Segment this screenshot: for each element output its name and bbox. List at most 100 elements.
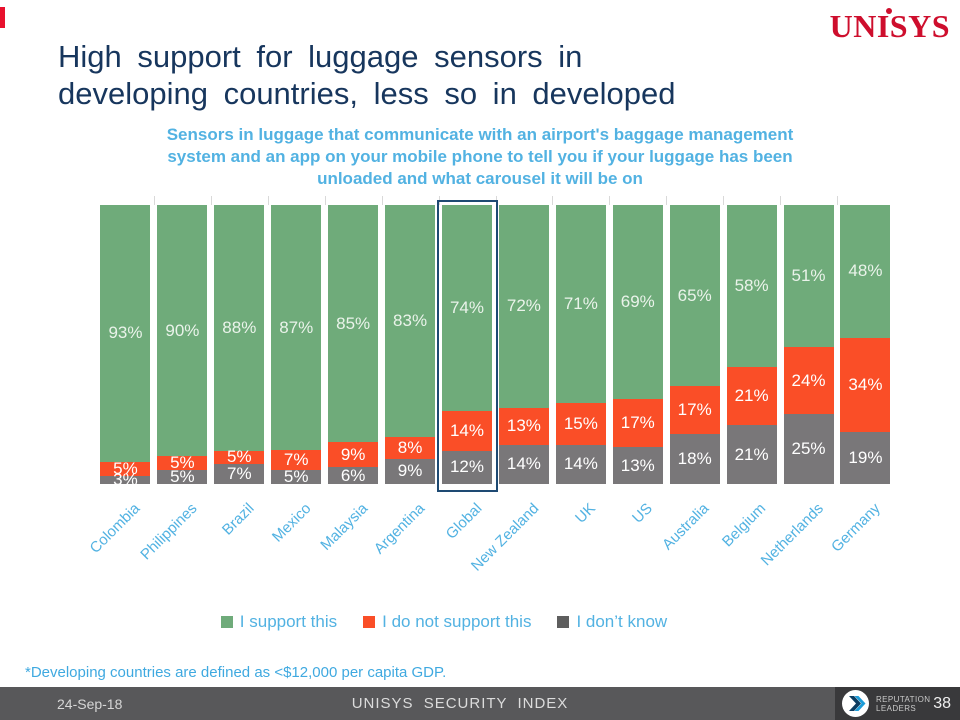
- bar-segment: 5%: [271, 466, 322, 486]
- stacked-bar-Argentina: 83% 8% 9%: [385, 205, 436, 484]
- legend-item-dont-know: I don’t know: [557, 612, 667, 632]
- bar-column: 69% 17% 13%: [609, 205, 666, 484]
- gridline-tick: [324, 196, 326, 205]
- value-label: 17%: [677, 400, 712, 420]
- gridline-tick: [609, 196, 611, 205]
- stacked-bar-US: 69% 17% 13%: [612, 205, 663, 484]
- bar-segment: 3%: [100, 470, 151, 489]
- chart-subtitle-line3: unloaded and what carousel it will be on: [317, 169, 643, 188]
- value-label: 5%: [113, 458, 138, 478]
- chart-legend: I support this I do not support this I d…: [0, 612, 888, 632]
- legend-swatch-gray: [557, 616, 570, 628]
- value-label: 51%: [791, 266, 826, 286]
- category-label-germany: Germany: [827, 500, 884, 556]
- page-title-line2: developing countries, less so in develop…: [58, 76, 676, 111]
- bar-segment: 7%: [214, 464, 265, 484]
- footer-date: 24-Sep-18: [57, 696, 123, 712]
- chart-area: 93% 5% 3% 90% 5% 5% 88% 5% 7% 87% 7% 5% 85% 9% 6% 83% 8%…: [87, 196, 894, 575]
- chart-subtitle: Sensors in luggage that communicate with…: [0, 124, 960, 190]
- bar-segment: 13%: [498, 407, 549, 445]
- value-label: 14%: [449, 420, 484, 440]
- stacked-bar-Malaysia: 85% 9% 6%: [328, 205, 379, 485]
- legend-label-support: I support this: [239, 612, 338, 631]
- value-label: 5%: [170, 453, 195, 473]
- bar-segment: 12%: [441, 450, 492, 484]
- bar-column: 71% 15% 14%: [552, 205, 609, 484]
- bar-column: 87% 7% 5%: [268, 205, 325, 486]
- bar-column: 93% 5% 3%: [97, 205, 154, 489]
- bar-segment: 5%: [100, 458, 151, 478]
- value-label: 15%: [563, 414, 598, 433]
- stacked-bar-Mexico: 87% 7% 5%: [271, 205, 322, 486]
- bar-segment: 14%: [498, 444, 549, 484]
- bar-segment: 13%: [612, 447, 663, 484]
- value-label: 14%: [506, 454, 541, 474]
- value-label: 21%: [734, 444, 769, 464]
- bar-column: 58% 21% 21%: [723, 205, 780, 484]
- stacked-bar-Belgium: 58% 21% 21%: [726, 205, 777, 484]
- bar-segment: 93%: [100, 205, 151, 462]
- category-label-philippines: Philippines: [137, 500, 201, 564]
- value-label: 3%: [113, 469, 138, 489]
- bar-segment: 71%: [555, 205, 606, 404]
- stacked-bar-UK: 71% 15% 14%: [555, 205, 606, 484]
- bar-segment: 83%: [385, 205, 436, 437]
- legend-item-not-support: I do not support this: [363, 612, 531, 632]
- bar-segment: 21%: [726, 366, 777, 426]
- bar-series-container: 93% 5% 3% 90% 5% 5% 88% 5% 7% 87% 7% 5% 85% 9% 6% 83% 8%…: [97, 205, 894, 489]
- value-label: 6%: [340, 465, 366, 485]
- unisys-logo-text: UNISYS: [829, 8, 950, 44]
- bar-segment: 17%: [612, 399, 663, 448]
- category-label-global: Global: [442, 500, 486, 543]
- legend-swatch-orange: [363, 616, 376, 628]
- gridline-tick: [153, 196, 155, 205]
- bar-segment: 7%: [271, 450, 322, 470]
- stacked-bar-Philippines: 90% 5% 5%: [157, 205, 208, 486]
- bar-segment: 69%: [612, 205, 663, 400]
- value-label: 83%: [393, 310, 428, 330]
- value-label: 58%: [734, 275, 769, 295]
- value-label: 7%: [283, 450, 309, 470]
- value-label: 9%: [340, 444, 366, 464]
- bar-segment: 14%: [555, 444, 606, 484]
- value-label: 19%: [848, 447, 883, 467]
- highlight-box-global: [436, 200, 498, 492]
- category-label-argentina: Argentina: [370, 500, 429, 558]
- category-label-uk: UK: [572, 500, 599, 527]
- value-label: 18%: [677, 448, 712, 468]
- bar-segment: 9%: [385, 458, 436, 484]
- bar-segment: 5%: [157, 453, 208, 473]
- bar-segment: 58%: [726, 205, 777, 367]
- gridline-tick: [723, 196, 725, 205]
- gridline-tick: [210, 196, 212, 205]
- value-label: 93%: [108, 323, 143, 343]
- reputation-leaders-logo: REPUTATION LEADERS 38: [835, 687, 960, 720]
- value-label: 85%: [336, 313, 371, 333]
- category-label-australia: Australia: [659, 500, 713, 554]
- red-accent-bar: [0, 7, 5, 28]
- legend-label-dont-know: I don’t know: [576, 612, 668, 631]
- gridline-tick: [666, 196, 668, 205]
- bar-segment: 88%: [214, 205, 265, 451]
- bar-segment: 18%: [669, 433, 720, 484]
- value-label: 90%: [165, 320, 200, 340]
- value-label: 8%: [397, 437, 423, 457]
- value-label: 74%: [449, 298, 484, 318]
- stacked-bar-Brazil: 88% 5% 7%: [214, 205, 265, 484]
- value-label: 21%: [734, 386, 769, 406]
- value-label: 5%: [283, 466, 309, 486]
- bar-column: 83% 8% 9%: [382, 205, 439, 484]
- gridline-tick: [837, 196, 839, 205]
- gridline-tick: [780, 196, 782, 205]
- stacked-bar-Colombia: 93% 5% 3%: [100, 205, 151, 489]
- bar-segment: 87%: [271, 205, 322, 451]
- value-label: 17%: [620, 413, 655, 433]
- bar-segment: 9%: [328, 442, 379, 468]
- value-label: 71%: [563, 294, 598, 314]
- category-label-colombia: Colombia: [86, 500, 144, 557]
- value-label: 65%: [677, 285, 712, 305]
- bar-column: 72% 13% 14%: [495, 205, 552, 484]
- bar-segment: 90%: [157, 205, 208, 457]
- category-label-belgium: Belgium: [719, 500, 770, 551]
- bar-segment: 65%: [669, 205, 720, 387]
